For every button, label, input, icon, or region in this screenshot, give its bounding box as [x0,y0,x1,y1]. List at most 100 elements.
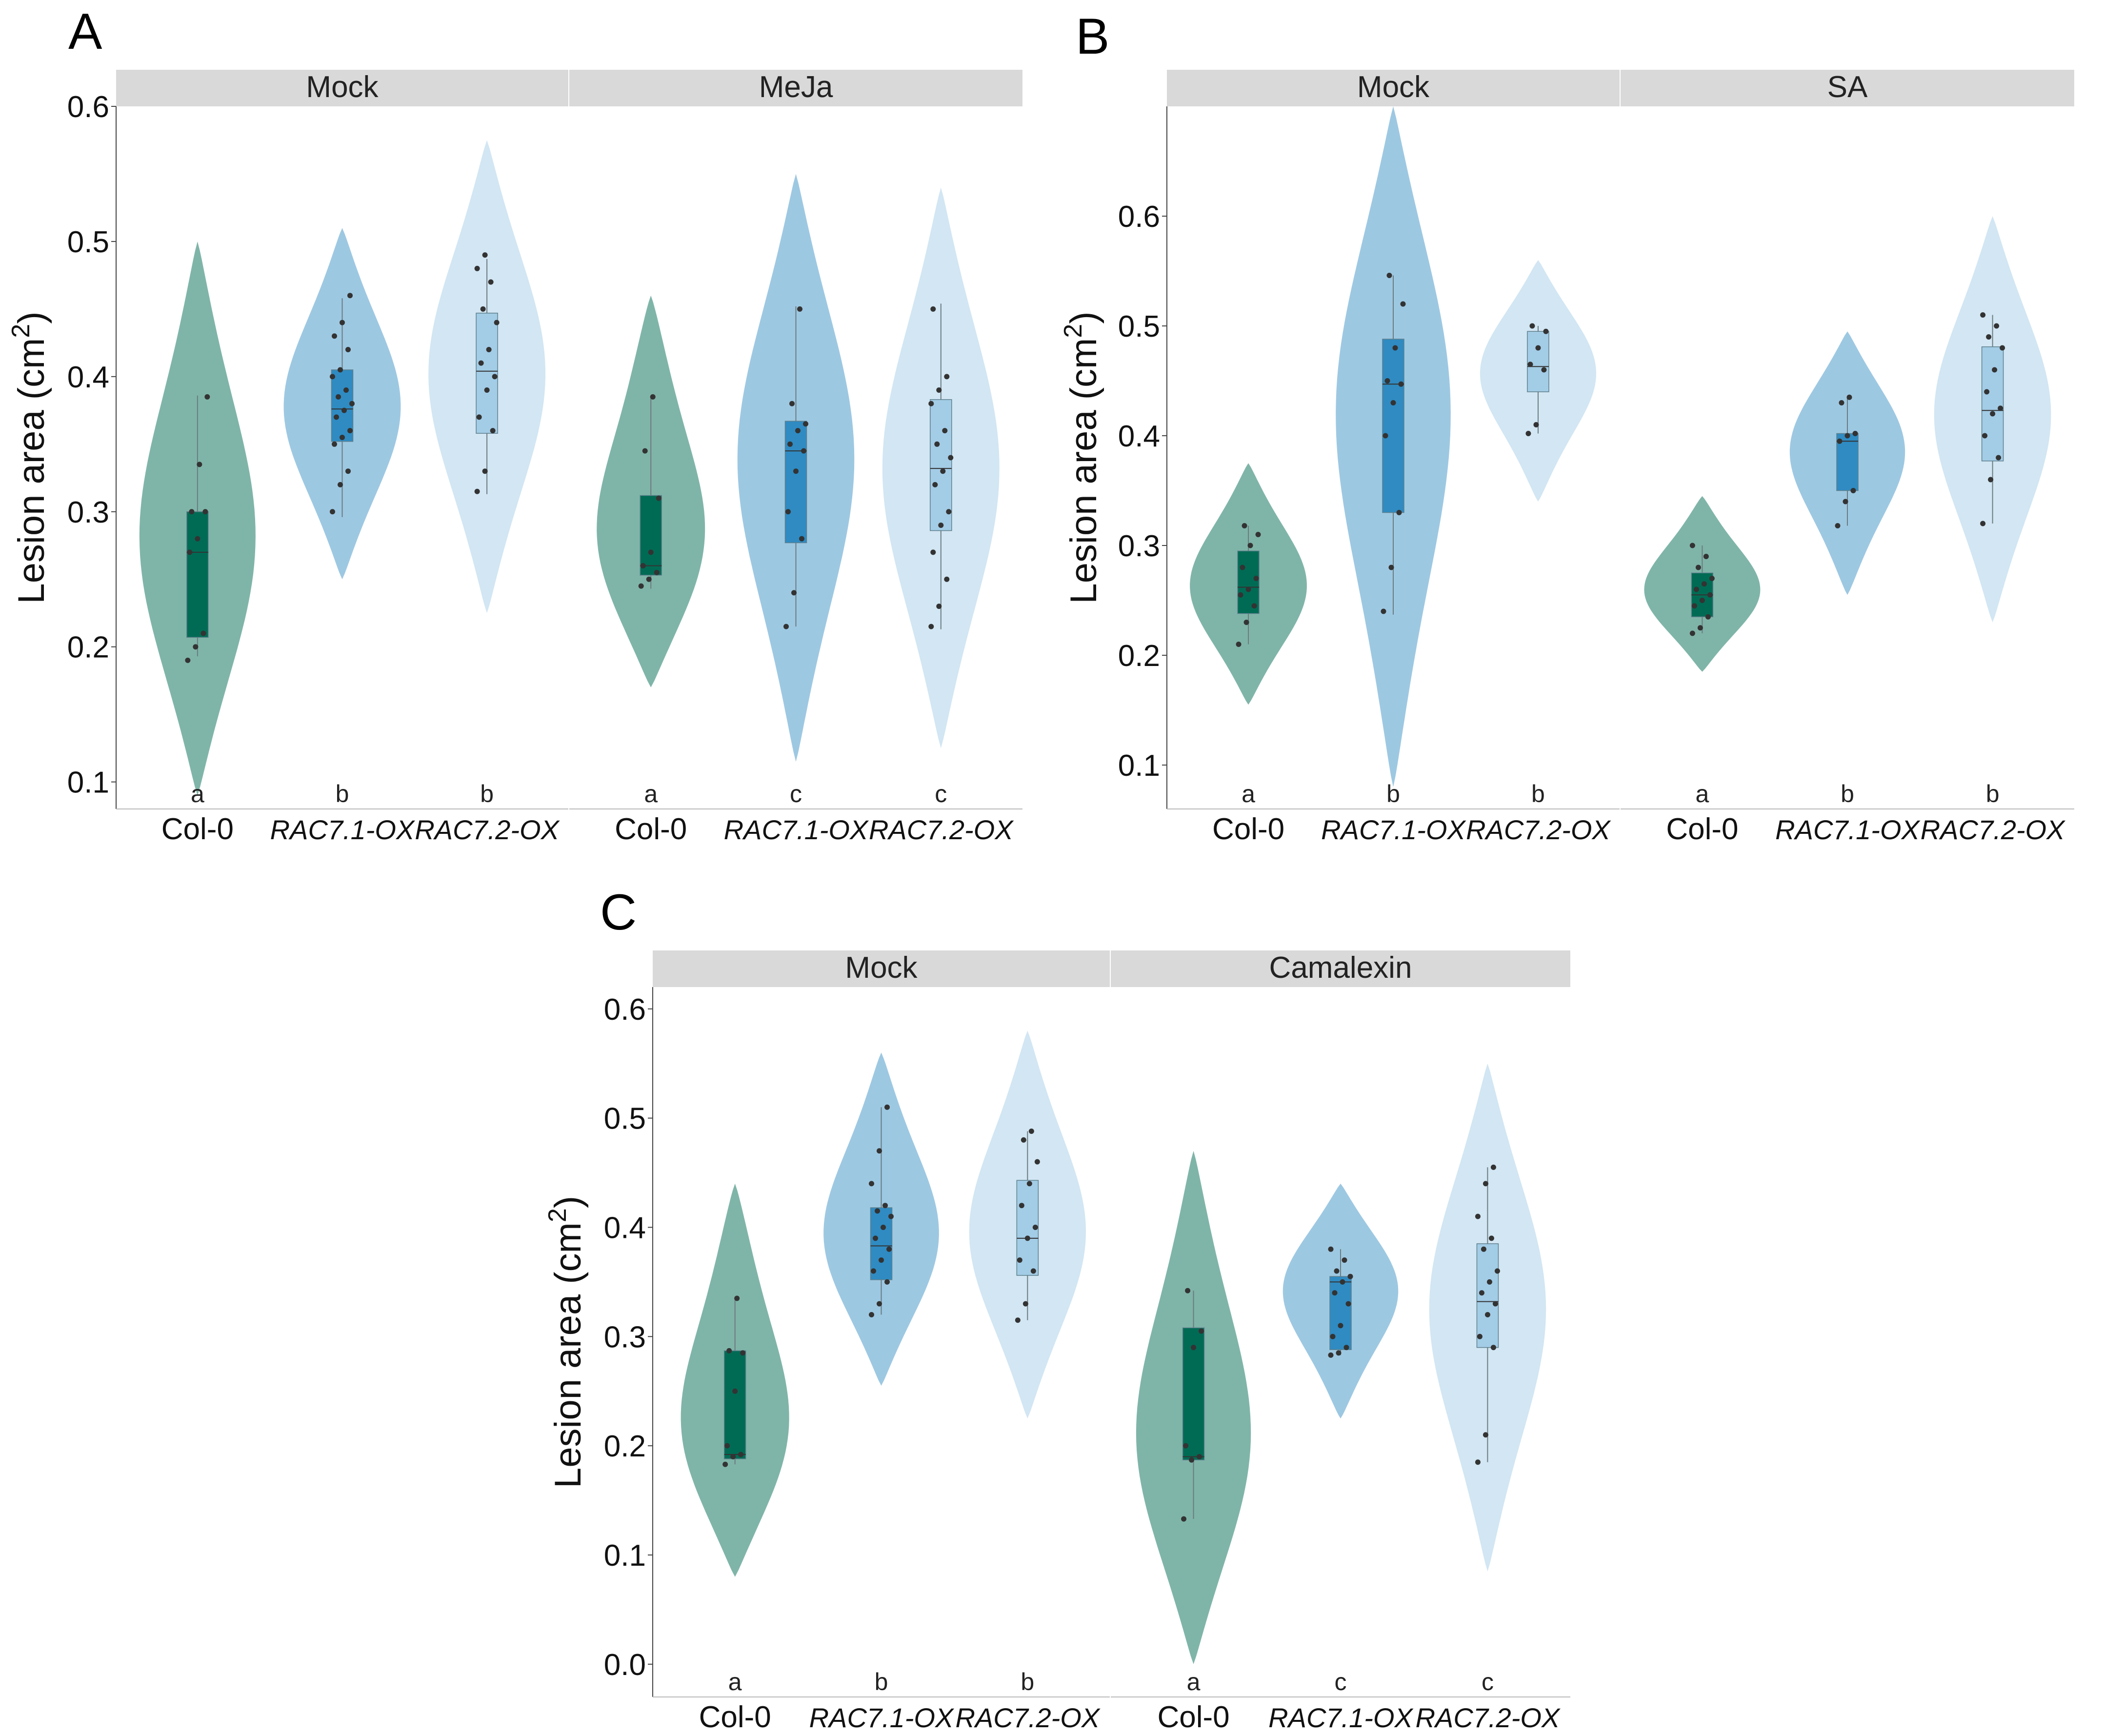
group-rac72: c RAC7.2-OX [1416,1063,1561,1733]
significance-letter: a [728,1668,742,1696]
y-tick-label: 0.5 [67,225,109,259]
box [1527,331,1549,392]
data-point [1843,499,1848,505]
data-point [1390,400,1396,405]
significance-letter: a [191,780,204,807]
y-tick-label: 0.2 [67,631,109,665]
data-point [1396,510,1402,515]
data-point [789,401,795,406]
data-point [330,374,335,380]
data-point [934,441,940,447]
data-point [1334,1268,1340,1274]
data-point [1705,614,1711,620]
group-col0: a Col-0 [139,241,256,846]
data-point [654,569,660,575]
significance-letter: a [1242,780,1255,807]
data-point [185,657,191,663]
data-point [1343,1345,1349,1351]
data-point [1347,1273,1353,1279]
data-point [942,428,948,434]
facet-sa: SA a Col-0 b RAC7.1-OX b RAC7.2-OX [1621,70,2074,846]
data-point [797,306,802,312]
data-point [1986,334,1992,340]
data-point [1245,586,1251,592]
data-point [1837,438,1843,444]
data-point [1030,1268,1036,1274]
data-point [882,1203,888,1209]
data-point [724,1443,730,1449]
box [1382,339,1404,513]
data-point [932,482,938,487]
data-point [1384,378,1390,384]
data-point [869,1181,874,1187]
facet-strip [569,70,1022,106]
data-point [726,1348,732,1353]
data-point [345,468,351,474]
significance-letter: b [1986,780,2000,807]
y-tick-label: 0.3 [604,1320,646,1354]
group-rac72: c RAC7.2-OX [869,187,1014,845]
data-point [1342,1257,1347,1263]
significance-letter: b [875,1668,888,1696]
data-point [1021,1137,1026,1143]
data-point [484,387,490,393]
facet-strip [653,950,1110,987]
group-rac72: b RAC7.2-OX [1921,216,2066,845]
y-axis-title-close: ) [11,311,52,323]
data-point [1689,630,1695,636]
significance-letter: c [1482,1668,1494,1696]
data-point [1494,1268,1500,1274]
data-point [1525,431,1531,436]
data-point [791,590,797,596]
data-point [1980,312,1986,318]
data-point [1017,1257,1022,1263]
facet-strip-label: Mock [845,951,918,985]
y-tick-label: 0.0 [604,1648,646,1682]
data-point [338,482,343,487]
data-point [1028,1128,1034,1134]
x-tick-label: RAC7.2-OX [956,1702,1101,1733]
data-point [343,387,349,393]
y-axis-title-superscript: 2 [543,1208,572,1222]
group-rac71: b RAC7.1-OX [809,1052,955,1733]
data-point [480,306,486,312]
data-point [730,1454,736,1460]
data-point [1381,608,1386,614]
facet-strip-label: SA [1827,70,1868,104]
facet-strip-label: Mock [306,70,379,104]
significance-letter: c [790,780,802,807]
data-point [1699,598,1705,603]
data-point [1541,367,1547,373]
y-tick-label: 0.5 [604,1102,646,1136]
box [723,1350,746,1459]
x-tick-label: RAC7.2-OX [869,814,1014,845]
x-tick-label: RAC7.2-OX [1466,814,1611,845]
data-point [928,401,934,406]
significance-letter: b [1531,780,1545,807]
data-point [1693,586,1699,592]
data-point [345,346,351,352]
data-point [202,509,208,515]
data-point [347,428,353,434]
data-point [1703,554,1709,559]
significance-letter: a [1695,780,1709,807]
box [476,312,498,434]
facet-meja: MeJa a Col-0 c RAC7.1-OX c RAC7.2-OX [569,70,1022,846]
data-point [494,320,500,325]
data-point [1852,431,1858,436]
x-tick-label: RAC7.1-OX [1775,814,1921,845]
data-point [340,434,345,440]
data-point [738,1452,744,1457]
group-col0: a Col-0 [681,1183,789,1734]
y-tick-label: 0.6 [67,90,109,124]
significance-letter: b [480,780,494,807]
data-point [1243,620,1249,625]
data-point [1181,1516,1187,1522]
data-point [1024,1235,1030,1241]
data-point [1236,642,1242,647]
data-point [1533,422,1539,427]
data-point [1691,603,1697,609]
data-point [1247,543,1253,548]
data-point [482,468,488,474]
data-point [1332,1290,1338,1296]
